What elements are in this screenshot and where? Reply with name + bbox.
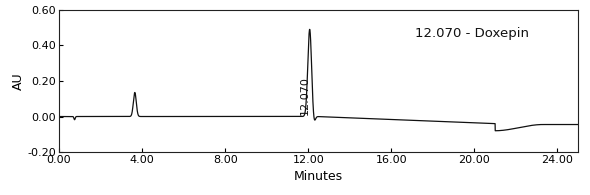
Y-axis label: AU: AU [12, 72, 25, 90]
Text: 12.070 - Doxepin: 12.070 - Doxepin [415, 27, 529, 40]
X-axis label: Minutes: Minutes [294, 170, 343, 183]
Text: 12.070: 12.070 [300, 76, 310, 115]
